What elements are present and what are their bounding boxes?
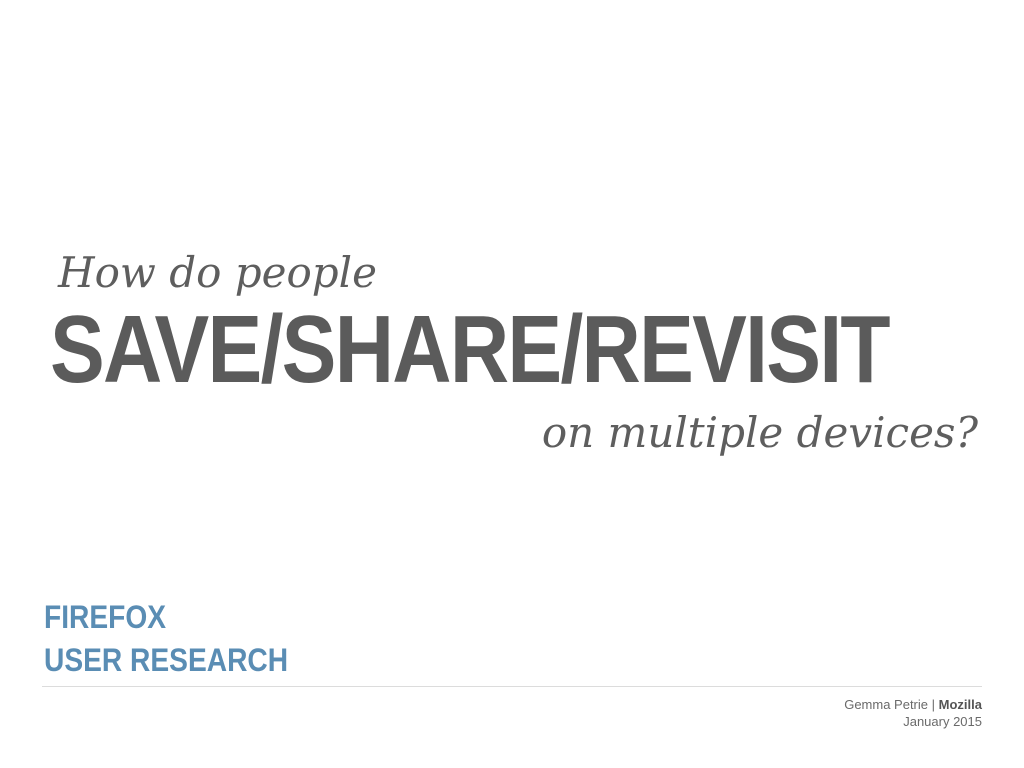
slide-outro-text: on multiple devices? bbox=[541, 408, 978, 457]
credits-author-line: Gemma Petrie | Mozilla bbox=[844, 696, 982, 713]
brand-line-firefox: FIREFOX bbox=[44, 599, 167, 635]
credits-author: Gemma Petrie bbox=[844, 697, 929, 712]
brand-block: FIREFOX USER RESEARCH bbox=[44, 596, 288, 682]
slide-intro-text: How do people bbox=[58, 248, 377, 297]
credits-date: January 2015 bbox=[903, 714, 982, 729]
credits-organization: Mozilla bbox=[938, 697, 982, 712]
brand-line-user-research: USER RESEARCH bbox=[44, 642, 289, 678]
slide-headline: SAVE/SHARE/REVISIT bbox=[50, 296, 891, 403]
credits-separator: | bbox=[931, 697, 936, 712]
credits-block: Gemma Petrie | Mozilla January 2015 bbox=[844, 696, 982, 730]
footer-divider bbox=[42, 686, 982, 687]
